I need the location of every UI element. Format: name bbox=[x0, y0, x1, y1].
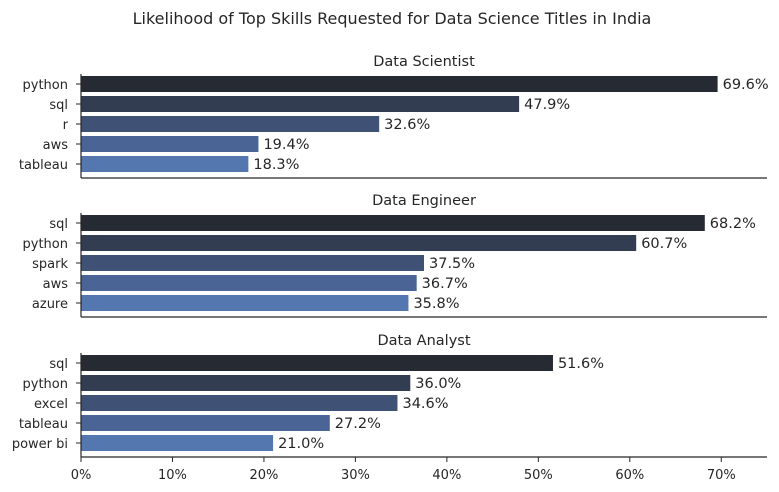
y-tick-label: spark bbox=[32, 257, 68, 272]
y-tick-label: aws bbox=[43, 277, 69, 292]
x-tick-label: 70% bbox=[707, 468, 736, 483]
data-label: 19.4% bbox=[263, 137, 309, 153]
y-tick-label: r bbox=[63, 118, 69, 133]
data-label: 51.6% bbox=[558, 356, 604, 372]
data-label: 47.9% bbox=[524, 97, 570, 113]
y-tick-label: sql bbox=[49, 98, 68, 113]
bar-power-bi bbox=[81, 435, 274, 451]
data-label: 68.2% bbox=[710, 216, 756, 232]
bar-python bbox=[81, 235, 637, 251]
y-tick-label: sql bbox=[49, 217, 68, 232]
data-label: 60.7% bbox=[641, 236, 687, 252]
data-label: 37.5% bbox=[429, 256, 475, 272]
y-tick-label: python bbox=[23, 78, 68, 93]
bar-sql bbox=[81, 355, 553, 371]
data-label: 35.8% bbox=[413, 296, 459, 312]
y-tick-label: excel bbox=[34, 397, 68, 412]
bar-aws bbox=[81, 136, 259, 152]
bar-sql bbox=[81, 215, 705, 231]
data-label: 36.7% bbox=[422, 276, 468, 292]
data-label: 69.6% bbox=[723, 77, 769, 93]
chart-title: Likelihood of Top Skills Requested for D… bbox=[133, 9, 652, 28]
x-tick-label: 40% bbox=[432, 468, 461, 483]
data-label: 34.6% bbox=[402, 396, 448, 412]
x-tick-label: 30% bbox=[341, 468, 370, 483]
bar-tableau bbox=[81, 415, 330, 431]
data-label: 27.2% bbox=[335, 416, 381, 432]
bar-azure bbox=[81, 295, 409, 311]
bar-r bbox=[81, 116, 380, 132]
y-tick-label: python bbox=[23, 237, 68, 252]
x-tick-label: 20% bbox=[249, 468, 278, 483]
bar-python bbox=[81, 375, 411, 391]
bar-tableau bbox=[81, 156, 249, 172]
bar-excel bbox=[81, 395, 398, 411]
subplot-title: Data Scientist bbox=[373, 54, 475, 70]
x-tick-label: 60% bbox=[615, 468, 644, 483]
data-label: 36.0% bbox=[415, 376, 461, 392]
bar-sql bbox=[81, 96, 520, 112]
y-tick-label: aws bbox=[43, 138, 69, 153]
y-tick-label: tableau bbox=[19, 417, 68, 432]
y-tick-label: python bbox=[23, 377, 68, 392]
bar-aws bbox=[81, 275, 417, 291]
bar-python bbox=[81, 76, 718, 92]
x-tick-label: 0% bbox=[71, 468, 92, 483]
x-tick-label: 10% bbox=[158, 468, 187, 483]
data-label: 18.3% bbox=[253, 157, 299, 173]
bar-spark bbox=[81, 255, 424, 271]
subplot-title: Data Analyst bbox=[377, 333, 470, 349]
y-tick-label: tableau bbox=[19, 158, 68, 173]
y-tick-label: power bi bbox=[12, 437, 68, 452]
y-tick-label: azure bbox=[32, 297, 68, 312]
data-label: 21.0% bbox=[278, 436, 324, 452]
data-label: 32.6% bbox=[384, 117, 430, 133]
x-tick-label: 50% bbox=[524, 468, 553, 483]
y-tick-label: sql bbox=[49, 357, 68, 372]
subplot-title: Data Engineer bbox=[372, 193, 476, 209]
